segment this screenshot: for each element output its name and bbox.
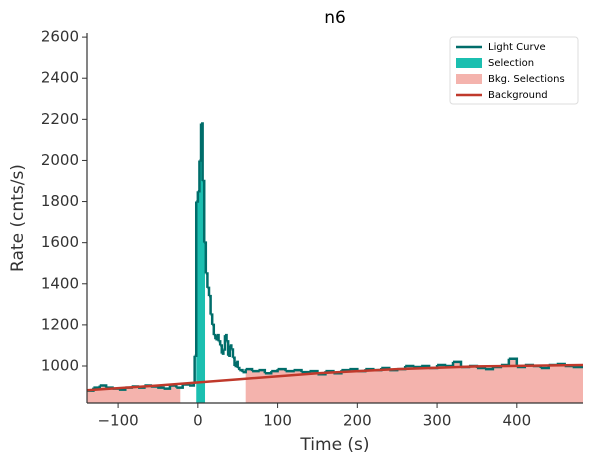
light-curve-step xyxy=(237,366,241,371)
light-curve-step xyxy=(242,369,247,374)
light-curve-step xyxy=(341,368,351,372)
light-curve-step xyxy=(285,369,295,373)
legend-swatch xyxy=(456,58,482,68)
light-curve-step xyxy=(207,286,211,297)
light-curve-step xyxy=(239,368,244,373)
light-curve-step xyxy=(224,333,228,342)
light-curve-step xyxy=(199,123,203,162)
light-curve-step xyxy=(202,179,206,243)
legend-label: Bkg. Selections xyxy=(488,74,565,85)
x-axis-label: Time (s) xyxy=(299,435,369,455)
legend-box xyxy=(449,36,579,105)
light-curve-step xyxy=(437,363,447,367)
background-line xyxy=(86,363,584,392)
x-tick-label: 200 xyxy=(343,412,372,430)
y-tick-label: 2000 xyxy=(41,151,79,169)
legend-label: Background xyxy=(488,90,548,101)
light-curve-step xyxy=(236,360,239,369)
light-curve-step xyxy=(197,160,201,193)
light-curve-step xyxy=(232,356,236,366)
light-curve-step xyxy=(252,369,260,373)
bkg-selection xyxy=(245,358,583,403)
x-tick-label: 100 xyxy=(263,412,292,430)
light-curve-step xyxy=(228,345,231,357)
light-curve-step xyxy=(476,366,487,370)
light-curve-step xyxy=(210,313,214,325)
light-curve-step xyxy=(212,323,216,336)
light-curve-step xyxy=(258,368,267,374)
light-curve-step xyxy=(215,335,219,341)
light-curve-step xyxy=(229,344,233,350)
x-tick-label: 0 xyxy=(193,412,203,430)
light-curve-step xyxy=(218,340,222,346)
light-curve-step xyxy=(220,344,224,354)
light-curve-step xyxy=(176,384,184,389)
light-curve-step xyxy=(405,364,415,368)
light-curve-step xyxy=(277,367,287,372)
light-curve-step xyxy=(413,365,423,369)
light-curve-step xyxy=(508,357,519,368)
light-curve-step xyxy=(223,335,227,351)
light-curve-step xyxy=(99,384,108,388)
light-curve-step xyxy=(201,122,204,181)
light-curve-step xyxy=(209,294,212,315)
y-tick-label: 2600 xyxy=(41,28,79,46)
light-curve-step xyxy=(234,361,238,368)
light-curve-step xyxy=(205,272,209,288)
y-tick-label: 1600 xyxy=(41,233,79,251)
light-curve-step xyxy=(93,385,102,389)
legend-label: Light Curve xyxy=(488,42,546,53)
light-curve-step xyxy=(163,385,172,390)
y-axis-label: Rate (cnts/s) xyxy=(8,164,28,272)
light-curve-step xyxy=(204,241,208,274)
light-curve-step xyxy=(293,368,303,373)
light-curve-step xyxy=(196,191,200,203)
light-curve-step xyxy=(193,355,196,384)
light-curve-step xyxy=(453,360,463,368)
light-curve-step xyxy=(216,333,220,342)
light-curve-step xyxy=(226,340,230,356)
y-tick-label: 1800 xyxy=(41,192,79,210)
y-tick-label: 1000 xyxy=(41,357,79,375)
y-tick-label: 2200 xyxy=(41,110,79,128)
light-curve-step xyxy=(157,386,165,389)
chart-title: n6 xyxy=(324,8,346,28)
legend: Light Curve Selection Bkg. Selections Backg… xyxy=(449,36,579,105)
light-curve-step xyxy=(194,201,198,357)
y-tick-label: 1200 xyxy=(41,315,79,333)
legend-label: Selection xyxy=(488,58,534,69)
light-curve-step xyxy=(221,349,225,355)
x-tick-label: −100 xyxy=(97,412,138,430)
light-curve-step xyxy=(231,348,235,358)
x-tick-label: 300 xyxy=(423,412,452,430)
light-curve-step xyxy=(271,369,279,373)
light-curve-step xyxy=(301,370,311,374)
x-tick-label: 400 xyxy=(502,412,531,430)
light-curve-step xyxy=(500,358,511,367)
y-tick-label: 2400 xyxy=(41,69,79,87)
plot-area: 100012001400160018002000220024002600−100… xyxy=(41,28,584,430)
y-tick-label: 1400 xyxy=(41,274,79,292)
legend-swatch xyxy=(456,74,482,84)
light-curve-step xyxy=(213,333,217,340)
